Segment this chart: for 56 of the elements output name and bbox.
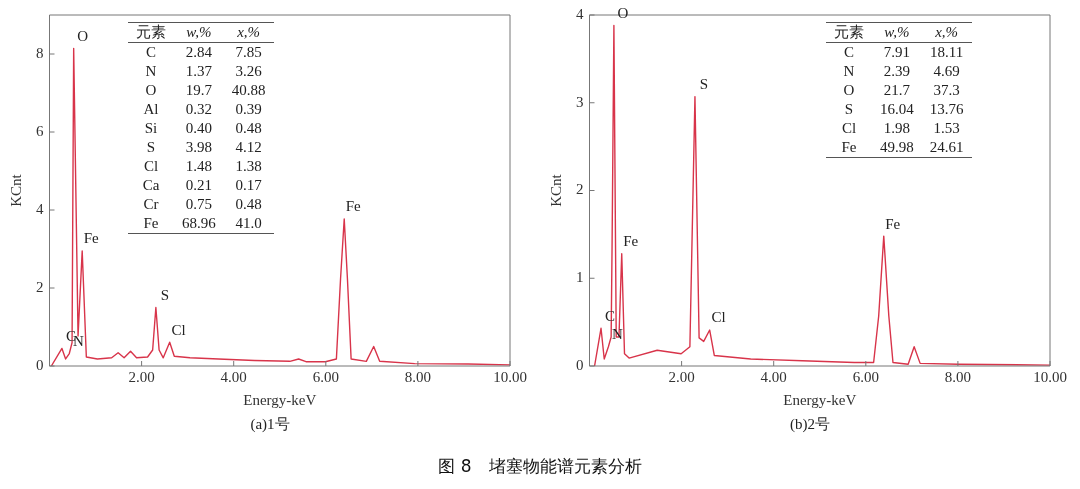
text: (b)2号 — [789, 415, 831, 434]
y-axis-title: KCnt — [547, 173, 564, 207]
text: 元素 w,% x,% — [834, 24, 959, 40]
y-tick-label: 6 — [36, 122, 44, 139]
text: C 2.84 7.85 — [145, 44, 262, 60]
x-tick-label: 4.00 — [760, 368, 787, 385]
x-tick-label: 4.00 — [220, 368, 247, 385]
text: Ca 0.21 0.17 — [142, 177, 262, 193]
y-tick-label: 0 — [576, 356, 584, 373]
text: Fe 68.96 41.0 — [143, 215, 262, 231]
text: Fe 49.98 24.61 — [841, 139, 964, 155]
text: C 7.91 18.11 — [843, 44, 964, 60]
text: O 21.7 37.3 — [843, 82, 960, 98]
y-tick-label: 0 — [36, 356, 44, 373]
text: (a)1号 — [249, 415, 291, 434]
text: N 2.39 4.69 — [843, 63, 960, 79]
annotation: Cl — [711, 309, 726, 326]
y-tick-label: 3 — [576, 93, 584, 110]
text: Si 0.40 0.48 — [144, 120, 262, 136]
annotation: Fe — [623, 233, 639, 250]
x-tick-label: 10.00 — [1033, 368, 1067, 385]
annotation: Fe — [83, 230, 100, 247]
text: Cr 0.75 0.48 — [143, 196, 262, 212]
y-axis-title: KCnt — [7, 173, 24, 207]
text: Al 0.32 0.39 — [143, 101, 262, 117]
x-tick-label: 8.00 — [404, 368, 432, 385]
text: N 1.37 3.26 — [145, 63, 262, 79]
x-tick-label: 6.00 — [312, 368, 339, 385]
y-tick-label: 1 — [576, 269, 584, 286]
y-tick-label: 4 — [576, 5, 584, 22]
annotation: S — [160, 286, 170, 303]
text: Cl 1.48 1.38 — [143, 158, 262, 174]
y-tick-label: 2 — [36, 278, 44, 295]
text: 图 8 堵塞物能谱元素分析 — [437, 455, 643, 478]
text: 元素 w,% x,% — [136, 24, 261, 40]
annotation: Fe — [885, 215, 901, 232]
x-tick-label: 6.00 — [852, 368, 879, 385]
y-tick-label: 2 — [576, 181, 584, 198]
text: S 16.04 13.76 — [844, 101, 964, 117]
x-tick-label: 10.00 — [493, 368, 527, 385]
text: Cl 1.98 1.53 — [841, 120, 960, 136]
x-tick-label: 2.00 — [668, 368, 695, 385]
annotation: Fe — [345, 198, 362, 215]
annotation: Cl — [171, 321, 186, 338]
annotation: O — [77, 27, 89, 44]
y-tick-label: 4 — [36, 200, 44, 217]
annotation: O — [617, 4, 629, 21]
text: O 19.7 40.88 — [145, 82, 266, 98]
x-axis-title: Energy-keV — [243, 391, 317, 408]
x-tick-label: 8.00 — [944, 368, 972, 385]
x-axis-title: Energy-keV — [783, 391, 857, 408]
text: S 3.98 4.12 — [146, 139, 262, 155]
x-tick-label: 2.00 — [128, 368, 155, 385]
annotation: S — [699, 76, 709, 93]
y-tick-label: 8 — [36, 44, 44, 61]
annotation: N — [611, 326, 623, 343]
